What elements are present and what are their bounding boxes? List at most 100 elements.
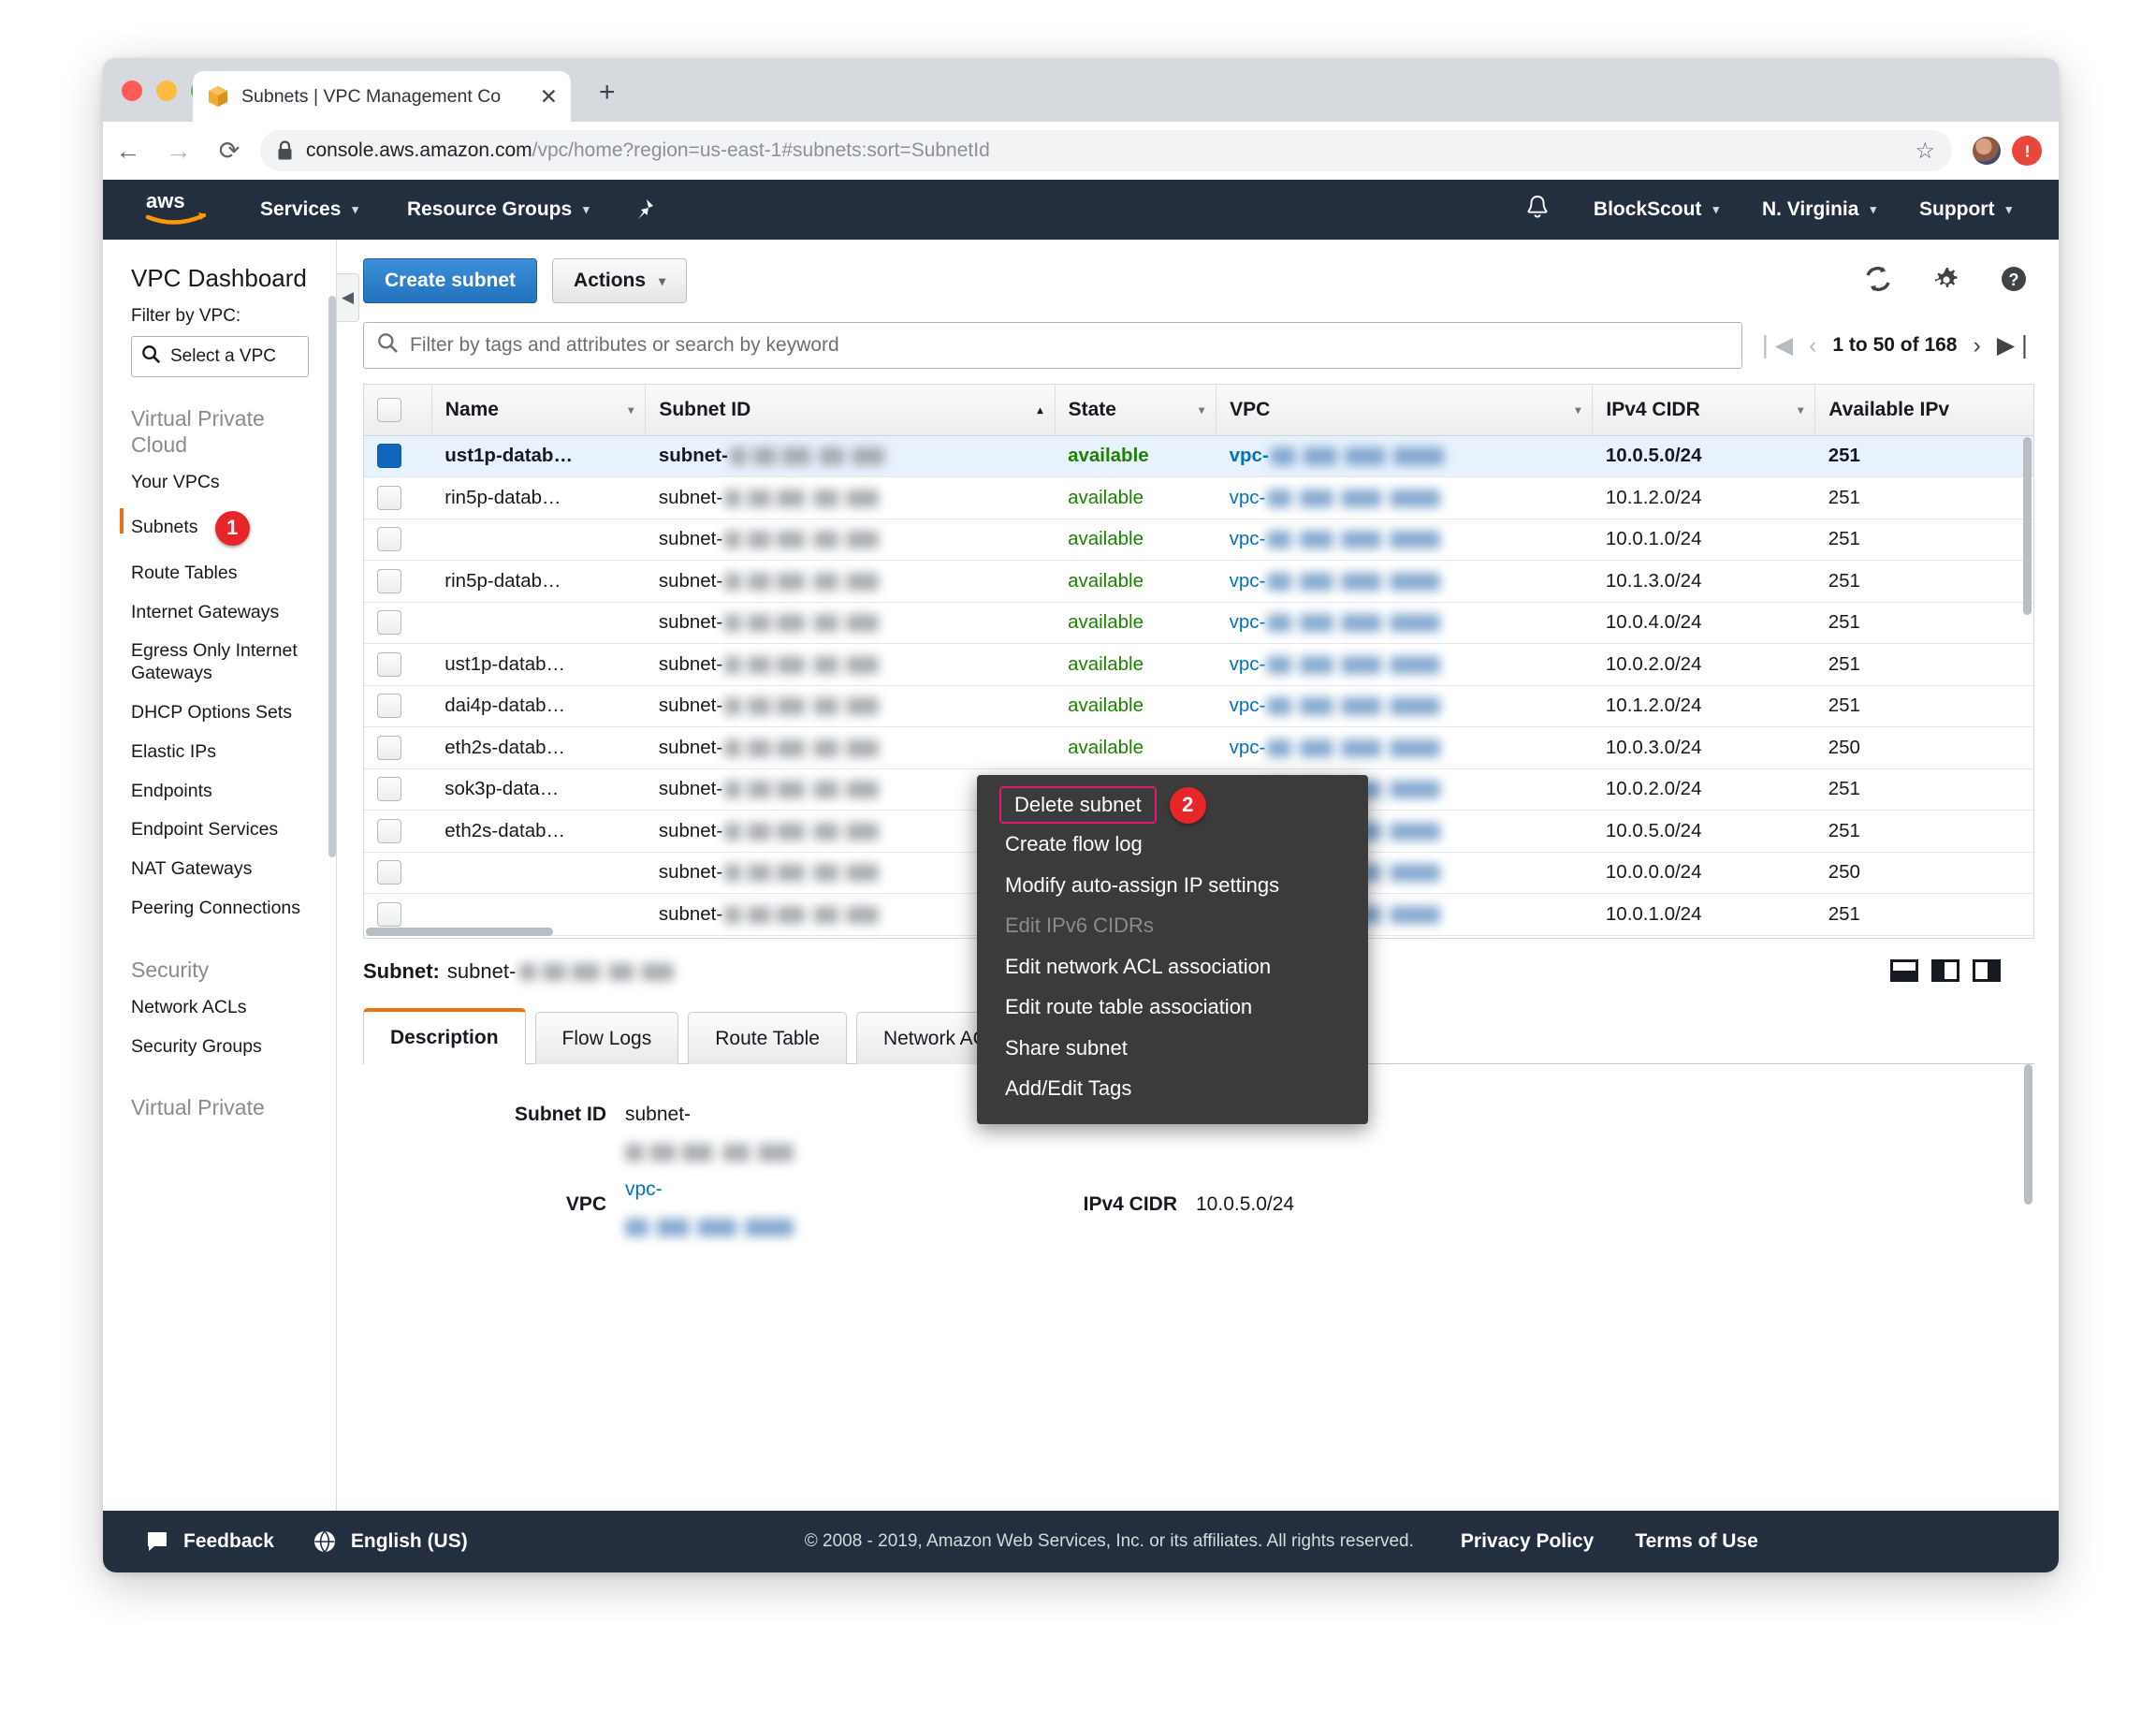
profile-avatar[interactable]: [1973, 137, 2001, 165]
aws-logo-icon[interactable]: aws: [144, 189, 211, 231]
row-checkbox[interactable]: [377, 901, 401, 927]
table-row[interactable]: eth2s-datab… subnet-available vpc- 10.0.3.0…: [364, 726, 2033, 769]
language-link[interactable]: English (US): [350, 1530, 468, 1552]
column-header-vpc[interactable]: VPC ▾: [1216, 385, 1593, 436]
row-checkbox[interactable]: [377, 444, 401, 469]
row-checkbox-cell[interactable]: [364, 476, 432, 519]
bookmark-star-icon[interactable]: ☆: [1915, 138, 1935, 164]
nav-region-menu[interactable]: N. Virginia ▾: [1762, 198, 1876, 221]
column-header-available-ips[interactable]: Available IPv: [1814, 385, 2033, 436]
table-row[interactable]: rin5p-datab… subnet-available vpc- 10.1.3.0…: [364, 560, 2033, 603]
layout-right-icon[interactable]: [1973, 959, 2001, 982]
row-checkbox[interactable]: [377, 818, 401, 843]
row-checkbox[interactable]: [377, 485, 401, 510]
sidebar-item-nat-gateways[interactable]: NAT Gateways: [103, 850, 337, 889]
forward-button[interactable]: →: [166, 136, 192, 165]
row-checkbox[interactable]: [377, 568, 401, 593]
search-input[interactable]: Filter by tags and attributes or search …: [363, 322, 1742, 369]
sidebar-item-subnets[interactable]: Subnets 1: [103, 503, 337, 554]
row-checkbox[interactable]: [377, 777, 401, 802]
feedback-link[interactable]: Feedback: [183, 1530, 274, 1552]
table-vertical-scrollbar[interactable]: [2023, 437, 2032, 615]
tab-flow-logs[interactable]: Flow Logs: [534, 1012, 679, 1064]
menu-item-modify-auto-assign-ip-settings[interactable]: Modify auto-assign IP settings: [1005, 872, 1280, 897]
select-all-header[interactable]: [364, 385, 432, 436]
layout-split-icon[interactable]: [1931, 959, 1959, 982]
help-icon[interactable]: ?: [1999, 264, 2029, 299]
row-checkbox-cell[interactable]: [364, 685, 432, 727]
refresh-icon[interactable]: [1862, 263, 1894, 300]
sidebar-item-elastic-ips[interactable]: Elastic IPs: [103, 733, 337, 772]
row-checkbox-cell[interactable]: [364, 768, 432, 811]
menu-item-create-flow-log[interactable]: Create flow log: [1005, 832, 1143, 856]
sidebar-item-peering-connections[interactable]: Peering Connections: [103, 889, 337, 929]
last-page-button[interactable]: ▶❘: [1996, 332, 2034, 358]
chevron-down-icon[interactable]: ▾: [1798, 402, 1804, 417]
detail-scrollbar[interactable]: [2024, 1064, 2032, 1205]
chevron-down-icon[interactable]: ▾: [1199, 402, 1205, 417]
vpc-link[interactable]: vpc-: [1229, 486, 1266, 508]
vpc-link[interactable]: vpc-: [1229, 652, 1266, 675]
sidebar-item-egress-only-internet-gateways[interactable]: Egress Only Internet Gateways: [103, 632, 337, 694]
menu-item-share-subnet[interactable]: Share subnet: [1005, 1035, 1128, 1060]
menu-item-edit-route-table-association[interactable]: Edit route table association: [1005, 995, 1253, 1018]
vpc-link[interactable]: vpc-: [1229, 695, 1266, 717]
sidebar-collapse-button[interactable]: ◀: [337, 273, 359, 322]
column-header-subnet-id[interactable]: Subnet ID ▴: [645, 385, 1056, 436]
tab-route-table[interactable]: Route Table: [688, 1012, 847, 1064]
sidebar-item-endpoints[interactable]: Endpoints: [103, 772, 337, 812]
sort-ascending-icon[interactable]: ▴: [1037, 402, 1043, 417]
extension-icon[interactable]: [2012, 136, 2042, 166]
row-checkbox[interactable]: [377, 651, 401, 677]
chevron-down-icon[interactable]: ▾: [1575, 402, 1581, 417]
row-checkbox[interactable]: [377, 735, 401, 760]
sidebar-item-your-vpcs[interactable]: Your VPCs: [103, 463, 337, 503]
reload-button[interactable]: ⟳: [218, 136, 240, 165]
sidebar-item-network-acls[interactable]: Network ACLs: [103, 988, 337, 1028]
row-checkbox[interactable]: [377, 860, 401, 885]
row-checkbox[interactable]: [377, 527, 401, 552]
sidebar-item-endpoint-services[interactable]: Endpoint Services: [103, 811, 337, 850]
row-checkbox-cell[interactable]: [364, 560, 432, 603]
layout-bottom-icon[interactable]: [1890, 959, 1918, 982]
row-checkbox-cell[interactable]: [364, 852, 432, 894]
chevron-down-icon[interactable]: ▾: [628, 402, 634, 417]
sidebar-item-security-groups[interactable]: Security Groups: [103, 1028, 337, 1067]
detail-value-vpc[interactable]: vpc-: [625, 1177, 663, 1200]
nav-services[interactable]: Services ▾: [260, 198, 358, 221]
feedback-icon[interactable]: [144, 1528, 170, 1555]
nav-resource-groups[interactable]: Resource Groups ▾: [407, 198, 590, 221]
vpc-link[interactable]: vpc-: [1229, 445, 1269, 467]
pin-icon[interactable]: [634, 197, 655, 222]
close-window-button[interactable]: [122, 80, 142, 101]
menu-item-edit-network-acl-association[interactable]: Edit network ACL association: [1005, 954, 1272, 978]
row-checkbox-cell[interactable]: [364, 643, 432, 686]
new-tab-button[interactable]: +: [599, 77, 616, 108]
terms-of-use-link[interactable]: Terms of Use: [1635, 1530, 1758, 1552]
privacy-policy-link[interactable]: Privacy Policy: [1460, 1530, 1595, 1552]
sidebar-item-internet-gateways[interactable]: Internet Gateways: [103, 593, 337, 633]
nav-support-menu[interactable]: Support ▾: [1919, 198, 2012, 221]
globe-icon[interactable]: [312, 1528, 338, 1555]
first-page-button[interactable]: ❘◀: [1755, 332, 1794, 358]
gear-icon[interactable]: [1931, 264, 1961, 299]
table-row[interactable]: rin5p-datab… subnet-available vpc- 10.1.2.0…: [364, 476, 2033, 519]
browser-tab[interactable]: Subnets | VPC Management Co ✕: [193, 71, 571, 122]
back-button[interactable]: ←: [115, 136, 141, 165]
sidebar-item-route-tables[interactable]: Route Tables: [103, 554, 337, 593]
minimize-window-button[interactable]: [156, 80, 177, 101]
row-checkbox-cell[interactable]: [364, 602, 432, 644]
notifications-bell-icon[interactable]: [1524, 194, 1551, 227]
sidebar-item-dhcp-options-sets[interactable]: DHCP Options Sets: [103, 694, 337, 733]
table-row[interactable]: dai4p-datab… subnet-available vpc- 10.1.2.0…: [364, 685, 2033, 727]
row-checkbox-cell[interactable]: [364, 935, 432, 938]
table-row[interactable]: subnet-available vpc- 10.0.4.0/24 251: [364, 602, 2033, 644]
menu-item-delete-subnet[interactable]: Delete subnet: [999, 786, 1157, 824]
address-bar[interactable]: console.aws.amazon.com/vpc/home?region=u…: [260, 130, 1952, 171]
table-horizontal-scrollbar[interactable]: [366, 928, 553, 936]
column-header-ipv4-cidr[interactable]: IPv4 CIDR ▾: [1592, 385, 1815, 436]
row-checkbox-cell[interactable]: [364, 519, 432, 561]
row-checkbox[interactable]: [377, 694, 401, 719]
vpc-link[interactable]: vpc-: [1229, 569, 1266, 592]
